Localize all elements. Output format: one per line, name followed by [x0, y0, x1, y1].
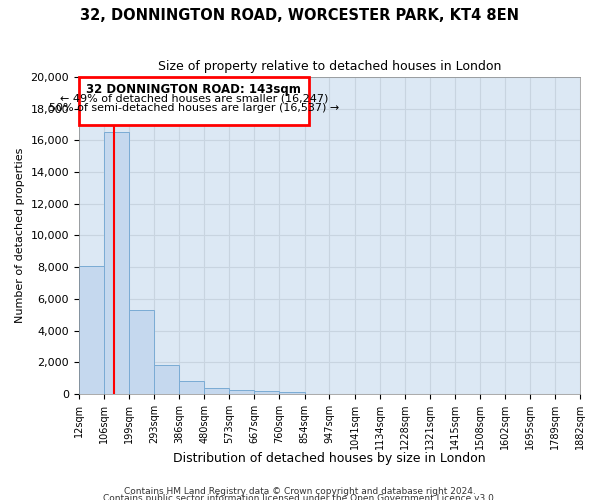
Bar	[154, 366, 179, 394]
Bar	[254, 391, 280, 394]
Text: 32 DONNINGTON ROAD: 143sqm: 32 DONNINGTON ROAD: 143sqm	[86, 84, 301, 96]
Title: Size of property relative to detached houses in London: Size of property relative to detached ho…	[158, 60, 501, 73]
Bar	[229, 390, 254, 394]
Bar	[280, 392, 305, 394]
Bar	[179, 382, 205, 394]
X-axis label: Distribution of detached houses by size in London: Distribution of detached houses by size …	[173, 452, 486, 465]
Y-axis label: Number of detached properties: Number of detached properties	[15, 148, 25, 323]
Bar	[129, 310, 154, 394]
FancyBboxPatch shape	[79, 77, 309, 124]
Text: Contains HM Land Registry data © Crown copyright and database right 2024.: Contains HM Land Registry data © Crown c…	[124, 486, 476, 496]
Bar	[104, 132, 129, 394]
Text: 32, DONNINGTON ROAD, WORCESTER PARK, KT4 8EN: 32, DONNINGTON ROAD, WORCESTER PARK, KT4…	[80, 8, 520, 22]
Text: ← 49% of detached houses are smaller (16,247): ← 49% of detached houses are smaller (16…	[59, 94, 328, 104]
Bar	[79, 266, 104, 394]
Text: Contains public sector information licensed under the Open Government Licence v3: Contains public sector information licen…	[103, 494, 497, 500]
Bar	[205, 388, 229, 394]
Text: 50% of semi-detached houses are larger (16,537) →: 50% of semi-detached houses are larger (…	[49, 103, 339, 113]
